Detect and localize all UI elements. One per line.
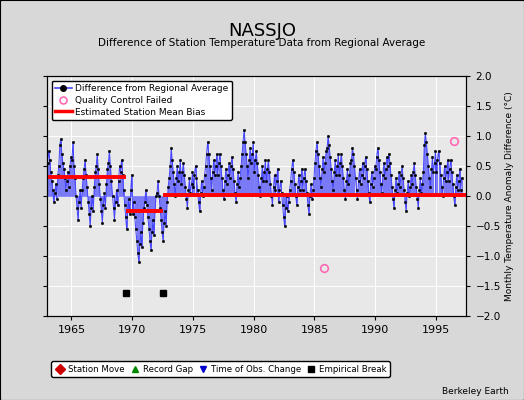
Text: Difference of Station Temperature Data from Regional Average: Difference of Station Temperature Data f… [99,38,425,48]
Legend: Station Move, Record Gap, Time of Obs. Change, Empirical Break: Station Move, Record Gap, Time of Obs. C… [51,361,390,377]
Text: Berkeley Earth: Berkeley Earth [442,387,508,396]
Y-axis label: Monthly Temperature Anomaly Difference (°C): Monthly Temperature Anomaly Difference (… [505,91,514,301]
Text: NASSJO: NASSJO [228,22,296,40]
